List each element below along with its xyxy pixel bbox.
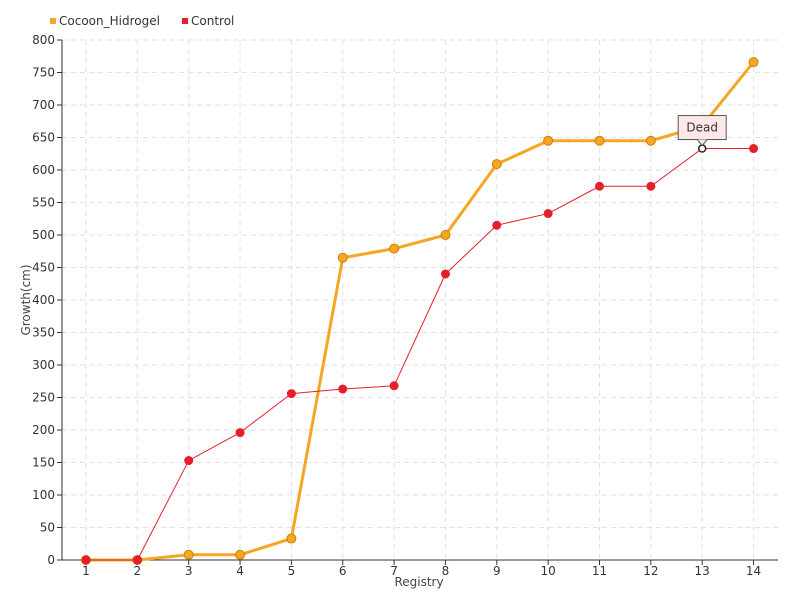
legend: Cocoon_Hidrogel Control (50, 14, 234, 28)
data-point[interactable] (748, 57, 759, 68)
x-tick-label: 6 (339, 564, 347, 578)
data-point[interactable] (337, 252, 348, 263)
y-tick-label: 100 (32, 488, 55, 502)
data-point[interactable] (646, 181, 656, 191)
y-tick-label: 350 (32, 326, 55, 340)
y-tick-label: 750 (32, 66, 55, 80)
y-tick-label: 200 (32, 423, 55, 437)
data-point[interactable] (184, 456, 194, 466)
data-point[interactable] (440, 230, 451, 240)
x-tick-label: 5 (288, 564, 296, 578)
data-point[interactable] (595, 181, 604, 191)
y-tick-label: 150 (32, 456, 55, 470)
x-tick-label: 7 (390, 564, 398, 578)
series-line (86, 61, 755, 562)
data-point[interactable] (492, 220, 502, 230)
data-point[interactable] (389, 243, 400, 254)
data-point[interactable] (235, 428, 245, 438)
y-tick-label: 650 (32, 131, 55, 145)
x-tick-label: 10 (541, 564, 556, 578)
data-point[interactable] (338, 384, 348, 394)
y-tick-label: 700 (32, 98, 55, 112)
y-tick-label: 500 (32, 228, 55, 242)
data-point[interactable] (594, 135, 605, 146)
y-axis-ticks: 0 50 100 150 200 250 300 350 400 450 500 550 600 650 7… (32, 33, 62, 567)
data-point[interactable] (440, 269, 450, 279)
series-cocoon-hidrogel (81, 57, 759, 565)
y-tick-label: 50 (40, 521, 55, 535)
tooltip-annotation: Dead (677, 115, 727, 147)
legend-swatch (182, 18, 188, 24)
x-tick-label: 4 (236, 564, 244, 578)
data-point[interactable] (749, 144, 759, 154)
legend-label[interactable]: Control (191, 14, 234, 28)
y-tick-label: 800 (32, 33, 55, 47)
x-tick-label: 11 (592, 564, 607, 578)
x-tick-label: 1 (82, 564, 90, 578)
x-tick-label: 9 (493, 564, 501, 578)
x-axis-label: Registry (394, 575, 443, 589)
data-point[interactable] (81, 555, 91, 565)
data-point[interactable] (543, 209, 553, 219)
series (81, 57, 759, 565)
data-point[interactable] (543, 135, 554, 146)
y-tick-label: 400 (32, 293, 55, 307)
y-tick-label: 450 (32, 261, 55, 275)
data-point[interactable] (183, 549, 194, 560)
x-tick-label: 14 (746, 564, 761, 578)
y-axis-label: Growth(cm) (19, 264, 33, 335)
series-line (86, 148, 754, 561)
tooltip-text: Dead (686, 121, 718, 135)
x-tick-label: 8 (442, 564, 450, 578)
legend-swatch (50, 18, 56, 24)
x-axis-ticks: 1 2 3 4 5 6 7 8 9 10 11 12 13 14 (82, 560, 761, 578)
data-point[interactable] (235, 549, 246, 560)
tooltip-pointer (696, 139, 708, 147)
legend-label[interactable]: Cocoon_Hidrogel (59, 14, 160, 28)
x-tick-label: 2 (134, 564, 142, 578)
y-tick-label: 300 (32, 358, 55, 372)
x-tick-label: 12 (643, 564, 658, 578)
x-tick-label: 13 (695, 564, 710, 578)
data-point[interactable] (389, 381, 399, 391)
data-point[interactable] (645, 135, 656, 146)
x-tick-label: 3 (185, 564, 193, 578)
y-tick-label: 550 (32, 196, 55, 210)
data-point[interactable] (132, 555, 142, 565)
data-point[interactable] (286, 389, 296, 399)
y-tick-label: 0 (47, 553, 55, 567)
axes (61, 40, 778, 561)
grid-lines (62, 39, 778, 560)
y-tick-label: 600 (32, 163, 55, 177)
data-point[interactable] (286, 533, 297, 544)
y-tick-label: 250 (32, 391, 55, 405)
data-point[interactable] (491, 159, 502, 170)
series-control (81, 144, 759, 565)
